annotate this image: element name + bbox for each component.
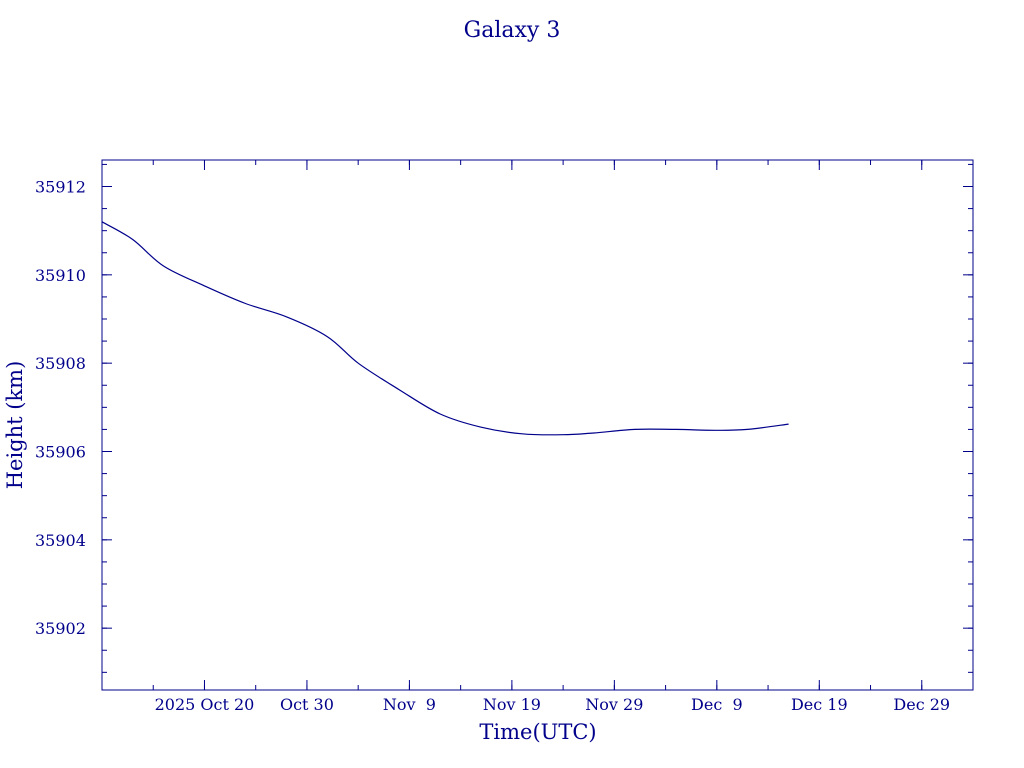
x-tick-label: Nov 19	[483, 695, 541, 714]
y-axis-label: Height (km)	[3, 361, 27, 490]
ticks-layer: 2025 Oct 20 Oct 30 Nov 9 Nov 19 Nov 29 Dec 9 D…	[35, 160, 974, 714]
y-tick-label: 35910	[35, 266, 86, 285]
x-tick-label: Nov 9	[383, 695, 436, 714]
y-tick-label: 35908	[35, 354, 86, 373]
series-line	[101, 221, 789, 436]
x-tick-label: Dec 19	[791, 695, 848, 714]
plot-frame	[101, 159, 974, 691]
y-tick-label: 35906	[35, 443, 86, 462]
y-tick-label: 35912	[35, 178, 86, 197]
y-tick-label: 35902	[35, 619, 86, 638]
x-tick-label: Dec 9	[691, 695, 743, 714]
x-tick-label: Dec 29	[893, 695, 950, 714]
x-tick-label: 2025 Oct 20	[155, 695, 255, 714]
data-layer	[101, 221, 789, 436]
chart-title: Galaxy 3	[464, 18, 561, 43]
y-tick-label: 35904	[35, 531, 86, 550]
x-tick-label: Nov 29	[585, 695, 643, 714]
x-tick-label: Oct 30	[280, 695, 334, 714]
x-axis-label: Time(UTC)	[479, 720, 596, 744]
